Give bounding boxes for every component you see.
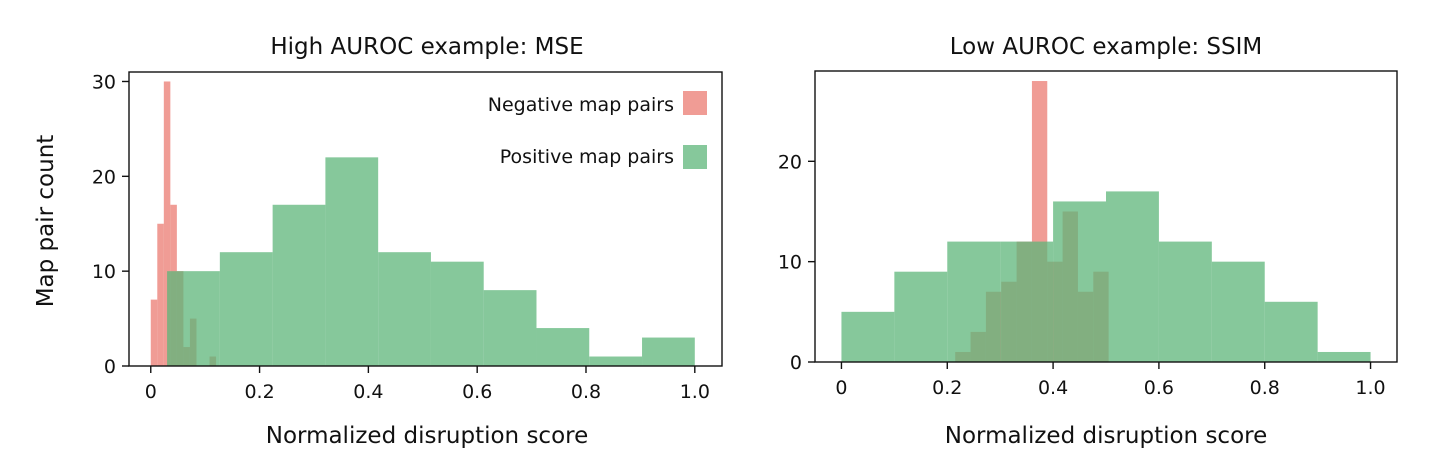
bar-negative-1 [157,223,164,366]
chart-title: Low AUROC example: SSIM [950,34,1263,60]
y-tick-label: 20 [92,166,116,188]
bar-positive-7 [536,328,590,366]
y-tick-label: 0 [104,356,116,378]
bar-negative-0 [150,299,158,366]
x-tick-label: 1.0 [1355,377,1385,399]
plot-frame [814,70,1398,363]
y-tick-label: 20 [778,151,802,173]
bar-positive-9 [1317,351,1371,362]
bar-positive-0 [841,311,895,362]
x-tick-label: 0.8 [1250,377,1280,399]
x-axis-label: Normalized disruption score [945,423,1268,449]
x-ticks: 0 0.2 0.4 0.6 0.8 1.0 [145,366,710,403]
chart-mse: High AUROC example: MSE Map pair count N… [33,34,723,449]
y-tick-label: 10 [778,252,802,274]
bars-layer [150,81,695,366]
x-tick-label: 0.8 [571,381,601,403]
bars-layer [841,81,1371,362]
y-tick-label: 0 [790,352,802,374]
bar-positive-2 [947,241,1001,362]
plot-frame [128,71,723,367]
x-tick-label: 0 [145,381,157,403]
x-tick-label: 0 [835,377,847,399]
legend-label-positive: Positive map pairs [500,146,674,168]
bar-positive-6 [483,290,537,366]
chart-title: High AUROC example: MSE [270,34,583,60]
x-ticks: 0 0.2 0.4 0.6 0.8 1.0 [835,362,1386,399]
legend-swatch-negative [683,91,707,115]
bar-negative-2 [163,81,171,366]
y-tick-label: 10 [92,261,116,283]
chart-ssim: Low AUROC example: SSIM Normalized disru… [778,34,1398,449]
bar-positive-9 [642,337,695,366]
bar-positive-5 [1106,191,1159,362]
y-ticks: 0 10 20 [778,151,815,374]
bar-positive-3 [325,157,379,366]
bar-positive-1 [219,252,273,366]
x-tick-label: 0.4 [1038,377,1068,399]
bar-positive-4 [378,252,431,366]
bar-positive-7 [1211,261,1265,362]
bar-positive-4 [1053,201,1106,362]
bar-positive-5 [430,261,484,366]
legend: Negative map pairs Positive map pairs [488,91,707,169]
bar-positive-3 [1000,241,1054,362]
bar-positive-1 [894,271,948,362]
bar-positive-2 [272,204,326,366]
legend-label-negative: Negative map pairs [488,94,674,116]
x-tick-label: 0.4 [353,381,383,403]
bar-positive-8 [1264,301,1318,362]
y-ticks: 0 10 20 30 [92,71,129,378]
y-axis-label: Map pair count [33,135,59,308]
bar-positive-8 [589,356,643,366]
legend-swatch-positive [683,145,707,169]
bar-positive-0 [167,271,220,366]
x-tick-label: 0.2 [244,381,274,403]
x-tick-label: 1.0 [680,381,710,403]
x-tick-label: 0.6 [1144,377,1174,399]
bar-positive-6 [1158,241,1212,362]
x-tick-label: 0.6 [462,381,492,403]
x-tick-label: 0.2 [932,377,962,399]
y-tick-label: 30 [92,71,116,93]
x-axis-label: Normalized disruption score [266,423,589,449]
